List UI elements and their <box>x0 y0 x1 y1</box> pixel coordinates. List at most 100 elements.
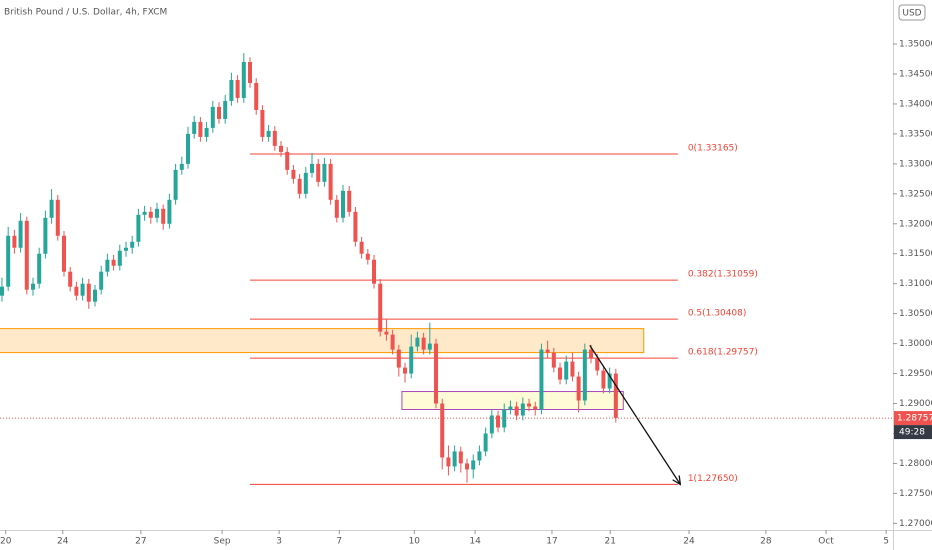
fib-label: 0.5(1.30408) <box>688 309 747 319</box>
candle-body <box>291 169 296 179</box>
y-tick-label: 1.34500 <box>899 69 932 79</box>
candle-body <box>365 253 370 260</box>
x-tick-label: 21 <box>605 537 616 547</box>
candle-body <box>92 289 97 302</box>
candle-body <box>30 283 35 290</box>
x-tick-label: 7 <box>336 537 342 547</box>
candle-body <box>378 283 383 332</box>
countdown-label: 49:28 <box>899 428 925 438</box>
candle-body <box>316 163 321 182</box>
candle-body <box>477 451 482 461</box>
candle-body <box>558 367 563 380</box>
candle-body <box>161 208 166 224</box>
current-price-label: 1.28757 <box>897 414 932 424</box>
candle-body <box>173 169 178 200</box>
y-tick-label: 1.27000 <box>899 519 932 529</box>
candle-body <box>260 109 265 137</box>
candle-body <box>341 190 346 218</box>
trend-arrow <box>589 345 681 485</box>
candle-body <box>353 211 358 242</box>
candle-body <box>285 151 290 170</box>
candle-body <box>24 220 29 290</box>
x-tick-label: 14 <box>469 537 481 547</box>
candle-body <box>465 463 470 470</box>
candle-body <box>61 235 66 272</box>
y-tick-label: 1.34000 <box>899 99 932 109</box>
countdown-box <box>894 425 932 440</box>
candle-body <box>452 451 457 467</box>
candle-body <box>86 283 91 302</box>
x-tick-label: 10 <box>409 537 421 547</box>
candle-body <box>105 259 110 272</box>
candle-body <box>111 259 116 266</box>
candle-body <box>6 235 11 287</box>
candle-body <box>198 121 203 137</box>
y-tick-label: 1.29000 <box>899 399 932 409</box>
candle-body <box>297 178 302 194</box>
zone <box>0 328 645 354</box>
x-tick-label: 20 <box>0 537 12 547</box>
candle-body <box>254 82 259 110</box>
candle-body <box>204 127 209 137</box>
candle-body <box>564 361 569 380</box>
candle-body <box>415 337 420 347</box>
candle-body <box>334 199 339 218</box>
candle-body <box>123 247 128 251</box>
candle-body <box>471 460 476 470</box>
current-price-box <box>894 411 932 426</box>
candle-body <box>49 199 54 218</box>
candle-body <box>446 457 451 467</box>
candle-body <box>390 334 395 350</box>
candle-body <box>589 349 594 359</box>
currency-button[interactable] <box>898 4 926 21</box>
x-tick-label: Oct <box>818 537 834 547</box>
x-tick-label: 28 <box>760 537 772 547</box>
candle-body <box>43 217 48 254</box>
candle-body <box>55 199 60 236</box>
chart-title: British Pound / U.S. Dollar, 4h, FXCM <box>4 8 167 18</box>
candle-body <box>99 271 104 290</box>
candle-body <box>18 220 23 248</box>
candle-body <box>434 343 439 404</box>
candle-body <box>483 433 488 452</box>
y-tick-label: 1.31500 <box>899 249 932 259</box>
zone <box>401 391 624 411</box>
x-tick-label: 27 <box>135 537 146 547</box>
y-tick-label: 1.33000 <box>899 159 932 169</box>
candle-body <box>545 349 550 353</box>
candle-body <box>427 343 432 350</box>
y-tick-label: 1.29500 <box>899 369 932 379</box>
y-tick-label: 1.31000 <box>899 279 932 289</box>
fib-label: 0.618(1.29757) <box>688 348 758 358</box>
arrow-head <box>672 475 682 486</box>
candle-body <box>359 241 364 254</box>
currency-label: USD <box>902 9 921 19</box>
candle-body <box>440 403 445 458</box>
candle-body <box>322 163 327 182</box>
y-tick-label: 1.27500 <box>899 489 932 499</box>
candle-body <box>601 370 606 389</box>
candle-body <box>576 376 581 401</box>
candle-body <box>458 451 463 464</box>
candle-body <box>347 190 352 212</box>
candle-body <box>223 100 228 119</box>
candle-body <box>533 406 538 410</box>
candle-body <box>372 259 377 284</box>
candle-body <box>384 331 389 335</box>
x-tick-label: 17 <box>546 537 557 547</box>
x-tick-label: 5 <box>883 537 889 547</box>
candle-body <box>142 211 147 215</box>
candle-body <box>489 415 494 434</box>
candle-body <box>613 373 618 418</box>
y-tick-label: 1.33500 <box>899 129 932 139</box>
candle-body <box>266 130 271 137</box>
candle-body <box>272 130 277 146</box>
candle-body <box>192 121 197 134</box>
fib-label: 0.382(1.31059) <box>688 270 758 280</box>
y-tick-label: 1.32500 <box>899 189 932 199</box>
candle-body <box>68 271 73 287</box>
y-tick-label: 1.30500 <box>899 309 932 319</box>
y-tick-label: 1.35000 <box>899 40 932 50</box>
